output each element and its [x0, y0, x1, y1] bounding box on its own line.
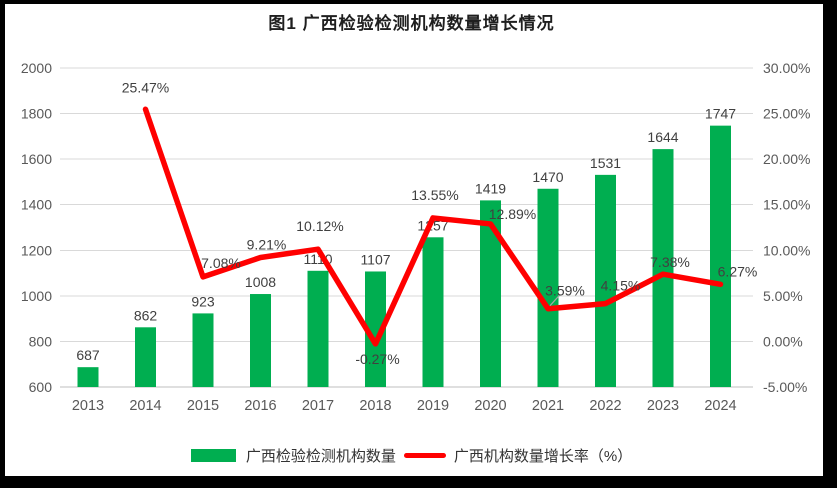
line-value-label: 4.15% — [601, 278, 641, 294]
growth-rate-line — [142, 106, 724, 347]
left-axis-tick-label: 1800 — [21, 106, 52, 122]
line-value-label: 7.08% — [201, 255, 241, 271]
x-category-label: 2019 — [417, 398, 449, 414]
x-category-label: 2022 — [589, 398, 621, 414]
bar-2024 — [710, 125, 731, 387]
left-axis-tick-label: 800 — [29, 333, 53, 349]
bar-2023 — [652, 149, 674, 387]
x-category-label: 2017 — [302, 398, 334, 414]
bar-value-label: 1531 — [590, 155, 621, 171]
left-axis-tick-label: 600 — [29, 379, 53, 395]
bar-value-label: 687 — [76, 347, 100, 363]
bar-2014 — [135, 327, 156, 387]
right-axis-tick-label: 0.00% — [763, 333, 803, 349]
frame-border-bottom — [0, 476, 837, 488]
line-value-label: 25.47% — [122, 79, 169, 95]
line-value-label: 7.38% — [650, 254, 690, 270]
bar-value-label: 1747 — [705, 106, 736, 122]
right-axis-tick-label: 25.00% — [763, 106, 810, 122]
bar-value-label: 1644 — [647, 129, 678, 145]
right-axis-tick-label: 15.00% — [763, 197, 810, 213]
bar-2019 — [422, 237, 444, 387]
legend-line-swatch — [403, 452, 446, 458]
x-category-label: 2018 — [359, 398, 391, 414]
line-value-label: 6.27% — [718, 263, 758, 279]
bar-value-label: 862 — [134, 307, 158, 323]
right-axis-tick-label: 30.00% — [763, 60, 810, 76]
left-axis-tick-label: 2000 — [21, 60, 52, 76]
x-category-label: 2023 — [647, 398, 679, 414]
bar-value-label: 923 — [191, 293, 215, 309]
legend-bar-swatch — [190, 448, 236, 462]
bar-2015 — [192, 313, 214, 387]
line-value-label: 3.59% — [545, 283, 585, 299]
chart-plot-area: 2000 30.00% 1800 25.00% 1600 20.00% 1400 15.00%… — [21, 60, 811, 414]
x-category-label: 2021 — [532, 398, 564, 414]
frame-border-left — [0, 0, 5, 488]
line-value-label: -0.27% — [355, 351, 399, 367]
right-axis-tick-label: 10.00% — [763, 242, 810, 258]
left-axis-tick-label: 1000 — [21, 288, 52, 304]
frame-border-right — [823, 0, 837, 488]
bar-2022 — [595, 174, 616, 387]
bar-value-label: 1107 — [360, 251, 390, 267]
x-category-label: 2015 — [187, 398, 219, 414]
frame-border-top — [0, 0, 837, 4]
right-axis-tick-label: 20.00% — [763, 151, 810, 167]
legend-line-label: 广西机构数量增长率（%） — [453, 447, 633, 465]
x-category-label: 2020 — [474, 398, 506, 414]
right-axis-tick-label: 5.00% — [763, 288, 803, 304]
line-value-label: 10.12% — [296, 218, 343, 234]
label-leader-line — [549, 294, 561, 307]
bar-value-label: 1008 — [245, 274, 276, 290]
bar-2018 — [365, 271, 386, 387]
x-category-label: 2016 — [244, 398, 276, 414]
bar-2013 — [77, 367, 99, 387]
left-axis-tick-label: 1400 — [21, 197, 52, 213]
x-category-label: 2013 — [72, 398, 104, 414]
bar-2021 — [537, 188, 559, 387]
x-category-label: 2014 — [129, 398, 161, 414]
chart-title: 图1 广西检验检测机构数量增长情况 — [268, 14, 555, 33]
right-axis-tick-label: -5.00% — [763, 379, 807, 395]
bar-value-label: 1470 — [532, 169, 563, 185]
left-axis-tick-label: 1200 — [21, 242, 52, 258]
bar-2020 — [480, 200, 501, 387]
bar-2017 — [307, 270, 329, 387]
line-value-label: 13.55% — [411, 187, 458, 203]
bar-value-label: 1419 — [475, 180, 506, 196]
x-category-label: 2024 — [704, 398, 736, 414]
legend-bar-label: 广西检验检测机构数量 — [245, 447, 396, 465]
chart-legend: 广西检验检测机构数量 广西机构数量增长率（%） — [0, 444, 823, 466]
line-value-label: 12.89% — [489, 206, 536, 222]
left-axis-tick-label: 1600 — [21, 151, 52, 167]
line-value-label: 9.21% — [247, 236, 287, 252]
bar-2016 — [250, 294, 271, 387]
